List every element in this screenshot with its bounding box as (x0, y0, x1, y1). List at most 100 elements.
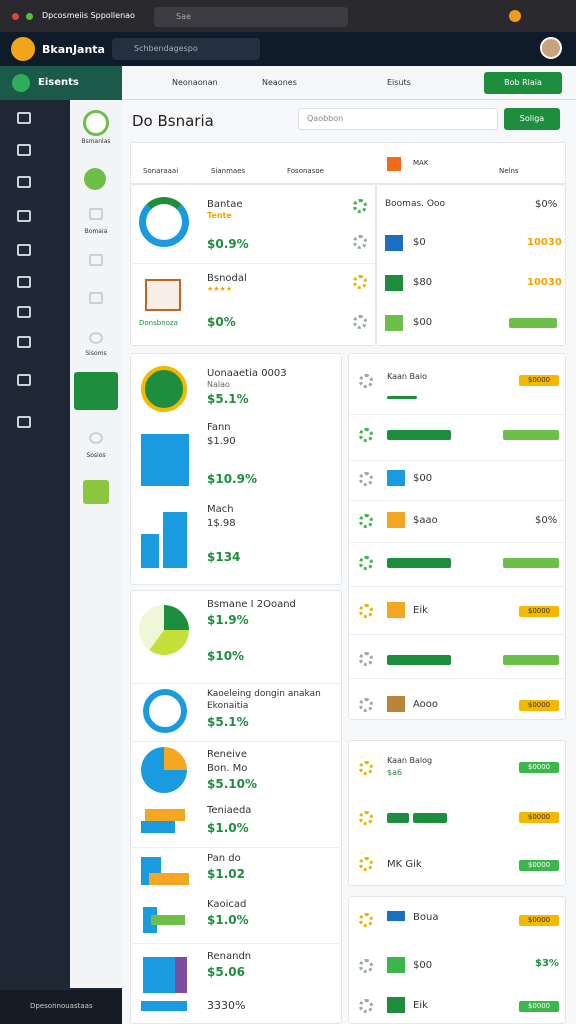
logo[interactable] (11, 37, 35, 61)
sidebar-icon[interactable] (17, 374, 31, 386)
activity-label: $aao (413, 515, 438, 526)
gear[interactable] (359, 913, 373, 927)
activity-bar (387, 813, 409, 823)
gear[interactable] (353, 315, 367, 329)
section-icon[interactable] (89, 292, 103, 304)
section-label[interactable]: Sosios (86, 452, 106, 459)
address-bar[interactable]: Sae (154, 7, 348, 27)
page-button[interactable]: Soliga (504, 108, 560, 130)
entry-icon (143, 907, 157, 933)
gear[interactable] (359, 374, 373, 388)
app-header: BkanJanta Schbendagespo (0, 32, 576, 66)
tab-title[interactable]: Dpcosmeiis Sppollenao (42, 11, 135, 20)
section-label[interactable]: Sisoms (85, 350, 107, 357)
sidebar-icon[interactable] (17, 276, 31, 288)
entry-sub: Bon. Mo (207, 763, 248, 774)
gear[interactable] (359, 472, 373, 486)
row-icon (385, 275, 403, 291)
section-icon[interactable] (84, 168, 106, 190)
section-icon[interactable] (89, 432, 103, 444)
sidebar-icon[interactable] (17, 144, 31, 156)
tab[interactable]: Sonaraaai (143, 167, 179, 175)
entry-icon (151, 915, 185, 925)
tab[interactable]: Nelns (499, 167, 519, 175)
activity-icon (387, 911, 405, 921)
activity-badge: $0000 (519, 375, 559, 386)
row-label: $80 (413, 277, 433, 288)
gear[interactable] (359, 604, 373, 618)
entry-value: $1.0% (207, 821, 249, 835)
page-search-placeholder: Qaobbon (307, 114, 344, 123)
gear[interactable] (359, 959, 373, 973)
section-label[interactable]: Bomaia (84, 228, 108, 235)
window-dot[interactable] (12, 13, 19, 20)
sidebar-icon[interactable] (17, 176, 31, 188)
section-icon[interactable] (83, 110, 109, 136)
nav-link[interactable]: Neonaonan (172, 78, 218, 87)
gear[interactable] (353, 199, 367, 213)
footer-text[interactable]: Dpesonnouastaas (30, 1002, 93, 1010)
sidebar-icon[interactable] (17, 336, 31, 348)
sidebar-icon[interactable] (17, 210, 31, 222)
nav-link[interactable]: Eisuts (387, 78, 411, 87)
item-title: Bsnodal (207, 273, 247, 284)
entry-icon (141, 1001, 187, 1011)
tab[interactable]: MAK (413, 159, 429, 167)
section-active[interactable] (74, 372, 118, 410)
section-icon[interactable] (83, 480, 109, 504)
brand[interactable]: BkanJanta (42, 43, 105, 56)
activity-bar (413, 813, 447, 823)
activity-label: Aooo (413, 699, 439, 710)
menu-dropdown[interactable]: Eisents (0, 66, 122, 100)
entry-title: Reneive (207, 749, 247, 760)
metric-sub: Nalao (207, 380, 230, 389)
sidebar-icon[interactable] (17, 306, 31, 318)
icon-sidebar (0, 100, 68, 990)
tab-icon (387, 157, 401, 171)
gear[interactable] (359, 652, 373, 666)
search-box[interactable]: Schbendagespo (112, 38, 260, 60)
row-label: Boomas. Ooo (385, 199, 445, 209)
gear[interactable] (359, 811, 373, 825)
nav-bar: Neonaonan Neaones Eisuts Bob Rlaia (122, 66, 576, 100)
ring-icon (143, 689, 187, 733)
sidebar-icon[interactable] (17, 112, 31, 124)
page-search[interactable]: Qaobbon (298, 108, 498, 130)
item-value: $0% (207, 315, 236, 329)
gear[interactable] (359, 556, 373, 570)
item-title: Bantae (207, 199, 243, 210)
section-label[interactable]: Bsmanlas (81, 138, 111, 145)
sidebar-icon[interactable] (17, 416, 31, 428)
page-title: Do Bsnaria (132, 112, 214, 130)
divider (349, 500, 565, 501)
entry-value: $1.02 (207, 867, 245, 881)
section-icon[interactable] (89, 332, 103, 344)
divider (131, 263, 375, 264)
metric-icon (141, 434, 189, 486)
nav-button[interactable]: Bob Rlaia (484, 72, 562, 94)
gear[interactable] (359, 857, 373, 871)
gear[interactable] (353, 235, 367, 249)
section-icon[interactable] (89, 254, 103, 266)
extension-icon[interactable] (509, 10, 521, 22)
tab[interactable]: Fosonasoe (287, 167, 324, 175)
nav-link[interactable]: Neaones (262, 78, 297, 87)
section-icon[interactable] (89, 208, 103, 220)
metric-value: $134 (207, 550, 241, 564)
window-dot[interactable] (26, 13, 33, 20)
gear[interactable] (359, 514, 373, 528)
gear[interactable] (359, 428, 373, 442)
activity-label: Kaan Baio (387, 372, 428, 381)
sidebar-icon[interactable] (17, 244, 31, 256)
gear[interactable] (359, 999, 373, 1013)
entry-value: $5.1% (207, 715, 249, 729)
activity-bar (387, 558, 451, 568)
pie-icon (141, 747, 187, 793)
browser-bar: Dpcosmeiis Sppollenao Sae (0, 0, 576, 32)
tab[interactable]: Sianmaes (211, 167, 246, 175)
gear[interactable] (353, 275, 367, 289)
gear[interactable] (359, 698, 373, 712)
gear[interactable] (359, 761, 373, 775)
avatar[interactable] (540, 37, 562, 59)
